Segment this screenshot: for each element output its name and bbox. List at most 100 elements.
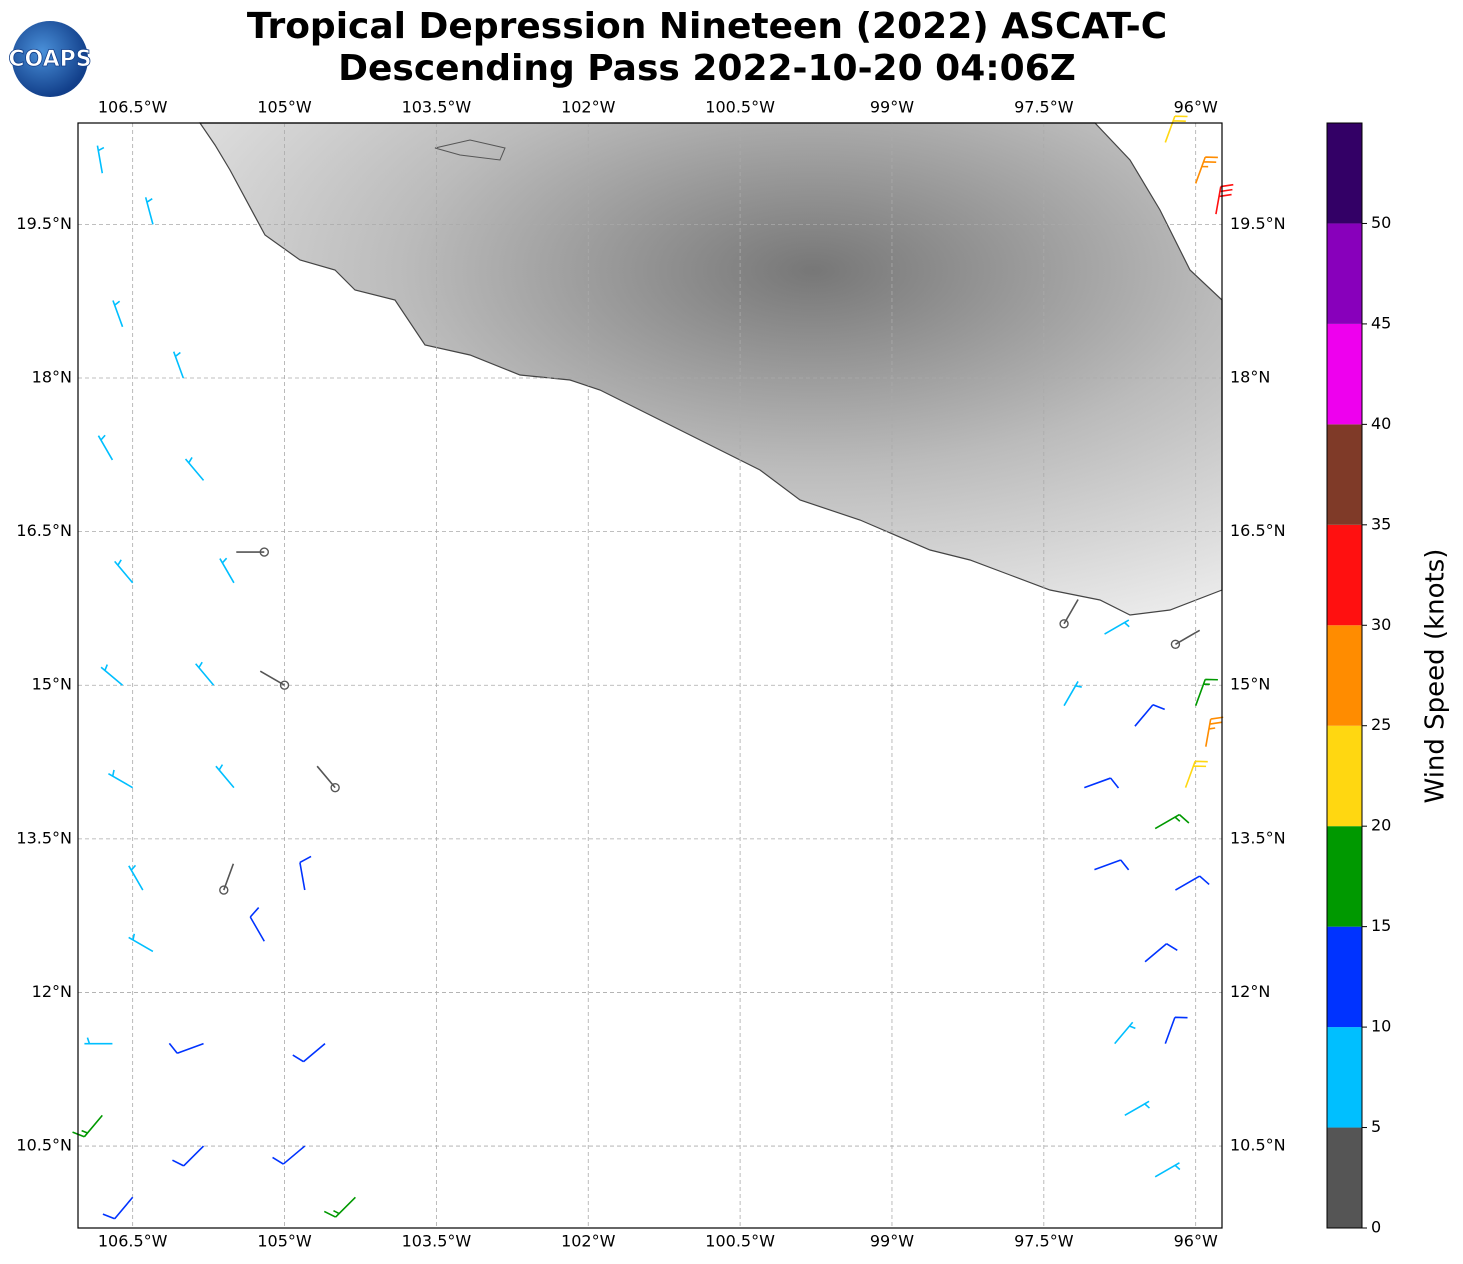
- x-tick-label: 100.5°W: [705, 98, 775, 117]
- grid: [78, 123, 1222, 1228]
- y-tick-label: 10.5°N: [1230, 1136, 1286, 1155]
- colorbar-segment: [1327, 826, 1362, 927]
- x-tick-label: 96°W: [1174, 98, 1218, 117]
- x-tick-label: 103.5°W: [402, 98, 472, 117]
- x-tick-label: 96°W: [1174, 1232, 1218, 1251]
- colorbar-tick-label: 0: [1371, 1218, 1381, 1237]
- wind-barb: [108, 769, 134, 789]
- x-tick-label: 99°W: [870, 98, 914, 117]
- colorbar-tick-label: 15: [1371, 916, 1391, 935]
- colorbar-tick-label: 10: [1371, 1017, 1391, 1036]
- y-tick-label: 18°N: [1230, 368, 1270, 387]
- logo-globe: [12, 21, 88, 97]
- map-area: [78, 122, 1223, 1228]
- x-tick-label: 99°W: [870, 1232, 914, 1251]
- logo: COAPS: [8, 21, 92, 97]
- wind-barb: [1175, 875, 1210, 891]
- colorbar-segment: [1327, 123, 1362, 224]
- wind-barb: [1154, 813, 1190, 830]
- wind-barb: [1164, 115, 1188, 143]
- wind-barb: [292, 1043, 326, 1063]
- wind-barb: [1184, 760, 1208, 788]
- wind-barb: [144, 197, 154, 225]
- wind-barb: [97, 434, 114, 461]
- wind-barb: [100, 664, 124, 686]
- calm-marker: [1059, 619, 1069, 629]
- y-tick-label: 16.5°N: [16, 521, 72, 540]
- x-tick-label: 102°W: [561, 1232, 616, 1251]
- x-tick-label: 97.5°W: [1014, 98, 1074, 117]
- wind-barb: [102, 1196, 134, 1220]
- wind-barb: [96, 145, 105, 174]
- wind-barb: [1114, 1021, 1136, 1045]
- wind-barb: [128, 933, 154, 953]
- colorbar-label: Wind Speed (knots): [1421, 549, 1451, 804]
- wind-barb: [168, 1042, 204, 1054]
- colorbar-tick-label: 30: [1371, 615, 1391, 634]
- wind-barb: [1084, 777, 1120, 789]
- wind-barb: [195, 661, 215, 686]
- wind-barb: [1154, 1162, 1181, 1178]
- y-tick-label: 16.5°N: [1230, 521, 1286, 540]
- x-tick-label: 105°W: [257, 1232, 312, 1251]
- calm-marker: [330, 782, 340, 793]
- colorbar-tick-label: 25: [1371, 715, 1391, 734]
- x-tick-label: 100.5°W: [705, 1232, 775, 1251]
- colorbar-segment: [1327, 223, 1362, 324]
- wind-barb: [272, 1145, 306, 1165]
- calm-marker: [219, 885, 229, 895]
- colorbar-segment: [1327, 725, 1362, 827]
- title-line: Descending Pass 2022-10-20 04:06Z: [338, 48, 1076, 89]
- wind-barb: [1194, 678, 1218, 706]
- colorbar-segment: [1327, 424, 1362, 525]
- y-tick-label: 19.5°N: [1230, 214, 1286, 233]
- colorbar-tick-label: 50: [1371, 213, 1391, 232]
- map-frame: [77, 122, 1223, 1229]
- x-tick-label: 102°W: [561, 98, 616, 117]
- wind-barbs: [72, 115, 1234, 1220]
- wind-barb: [1134, 703, 1165, 727]
- wind-barb: [249, 907, 265, 942]
- colorbar-tick-label: 35: [1371, 514, 1391, 533]
- y-tick-label: 12°N: [32, 982, 72, 1001]
- colorbar-segment: [1327, 323, 1362, 425]
- x-tick-label: 106.5°W: [98, 1232, 168, 1251]
- y-tick-label: 18°N: [32, 368, 72, 387]
- x-tick-label: 97.5°W: [1014, 1232, 1074, 1251]
- wind-barb: [323, 1196, 356, 1218]
- title-line: Tropical Depression Nineteen (2022) ASCA…: [247, 6, 1167, 47]
- wind-barb: [219, 557, 235, 584]
- wind-barb: [172, 1145, 205, 1167]
- wind-barb: [114, 559, 134, 584]
- wind-barb: [1124, 1100, 1150, 1117]
- wind-barb: [84, 1037, 113, 1045]
- wind-barb: [1104, 619, 1130, 635]
- wind-barb: [1144, 943, 1178, 963]
- colorbar-segment: [1327, 926, 1362, 1028]
- y-tick-label: 15°N: [32, 675, 72, 694]
- wind-barb: [128, 864, 144, 891]
- calm-marker: [1170, 639, 1181, 649]
- wind-barb: [215, 764, 235, 789]
- calm-marker: [259, 547, 269, 557]
- y-tick-label: 15°N: [1230, 675, 1270, 694]
- x-tick-label: 106.5°W: [98, 98, 168, 117]
- wind-barb: [1094, 859, 1130, 871]
- colorbar: 0 5 10 15 20 25 30 35 40 45 50: [1326, 122, 1391, 1237]
- colorbar-segment: [1327, 1127, 1362, 1228]
- wind-barb: [112, 300, 124, 328]
- calm-marker: [279, 680, 290, 690]
- colorbar-tick-label: 40: [1371, 414, 1391, 433]
- wind-barb: [1215, 183, 1234, 215]
- y-tick-label: 10.5°N: [16, 1136, 72, 1155]
- colorbar-frame: [1326, 122, 1363, 1229]
- wind-barb: [299, 855, 312, 891]
- wind-barb: [184, 456, 205, 481]
- y-tick-label: 19.5°N: [16, 214, 72, 233]
- lake: [434, 139, 506, 161]
- colorbar-tick-label: 45: [1371, 313, 1391, 332]
- wind-barb: [1194, 156, 1218, 184]
- colorbar-tick-label: 20: [1371, 816, 1391, 835]
- wind-barb: [1164, 1016, 1188, 1044]
